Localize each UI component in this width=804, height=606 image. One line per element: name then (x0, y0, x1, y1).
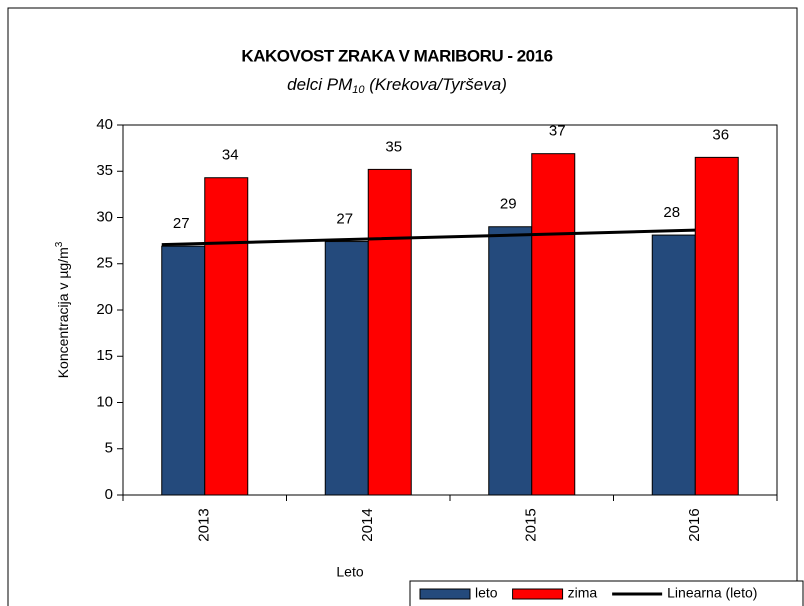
y-axis-label: Koncentracija v µg/m3 (54, 241, 71, 378)
bar (531, 153, 576, 496)
data-label: 35 (385, 138, 402, 155)
x-tick-label: 2015 (523, 508, 540, 541)
bar (488, 226, 533, 496)
legend-label: Linearna (leto) (667, 585, 757, 601)
legend-label: zima (568, 585, 598, 601)
x-tick-label: 2013 (196, 508, 213, 541)
data-label: 27 (173, 215, 190, 232)
data-label: 29 (500, 196, 517, 213)
y-tick-label: 15 (96, 347, 113, 364)
data-label: 28 (663, 204, 680, 221)
y-tick-label: 20 (96, 301, 113, 318)
subtitle-sub: 10 (352, 84, 365, 96)
y-label-part: Koncentracija v µg/m (55, 247, 71, 378)
y-tick-label: 30 (96, 208, 113, 225)
chart-title: KAKOVOST ZRAKA V MARIBORU - 2016 (241, 46, 552, 65)
y-label-sup: 3 (54, 241, 65, 247)
bar (161, 245, 206, 496)
y-tick-label: 10 (96, 393, 113, 410)
chart-subtitle: delci PM10 (Krekova/Tyrševa) (287, 75, 507, 95)
trend-line (161, 228, 696, 247)
x-tick-label: 2016 (686, 508, 703, 541)
data-label: 34 (222, 147, 239, 164)
y-tick-label: 5 (105, 440, 113, 457)
legend-swatch (419, 588, 471, 600)
data-label: 27 (336, 211, 353, 228)
bar (694, 156, 739, 496)
data-label: 36 (712, 126, 729, 143)
subtitle-part: delci PM (287, 75, 353, 94)
x-axis-label: Leto (336, 564, 363, 580)
bar (651, 234, 696, 496)
data-label: 37 (549, 123, 566, 140)
y-tick-label: 25 (96, 255, 113, 272)
x-tick-label: 2014 (359, 508, 376, 541)
bar (367, 168, 412, 496)
bar (204, 177, 249, 496)
y-tick-label: 35 (96, 162, 113, 179)
subtitle-part: (Krekova/Tyrševa) (365, 75, 507, 94)
bar (324, 241, 369, 496)
legend-box (409, 580, 804, 606)
y-tick-label: 40 (96, 116, 113, 133)
legend-swatch (512, 588, 564, 600)
y-tick-label: 0 (105, 486, 113, 503)
legend-label: leto (475, 585, 498, 601)
